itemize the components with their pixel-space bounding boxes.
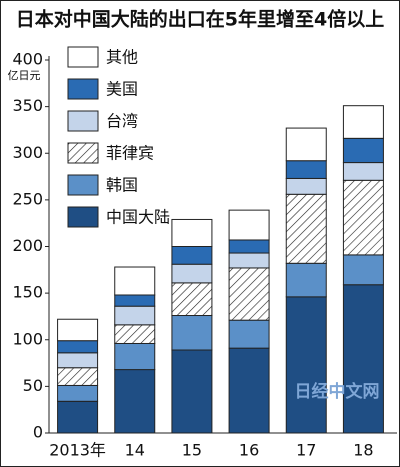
legend-swatch: [67, 78, 99, 100]
bar-segment: [342, 162, 384, 181]
bar-segment: [171, 218, 213, 248]
bar-segment: [342, 137, 384, 164]
y-tick-label: 0: [33, 423, 43, 442]
x-tick-label: 15: [182, 441, 202, 460]
x-tick-label: 2013年: [49, 441, 106, 460]
x-tick-label: 16: [239, 441, 259, 460]
bar-segment: [285, 262, 327, 298]
bar-segment: [57, 340, 99, 354]
bar-segment: [57, 352, 99, 369]
bar-segment: [114, 266, 156, 296]
bar-segment: [171, 315, 213, 351]
bar-segment: [228, 267, 270, 321]
bar-segment: [114, 305, 156, 326]
bar-segment: [285, 193, 327, 264]
bar-segment: [285, 160, 327, 179]
bar-segment: [171, 263, 213, 284]
bar-segment: [228, 239, 270, 254]
legend-label: 美国: [106, 80, 138, 99]
bar-segment: [114, 324, 156, 344]
y-tick-label: 400: [12, 50, 43, 69]
y-tick-label: 250: [12, 189, 43, 208]
bar-segment: [57, 384, 99, 402]
bar-segment: [228, 347, 270, 434]
y-tick-label: 100: [12, 329, 43, 348]
bar-segment: [114, 369, 156, 434]
x-tick-label: 18: [353, 441, 373, 460]
legend-swatch: [67, 110, 99, 132]
bar-segment: [285, 177, 327, 195]
legend-label: 菲律宾: [106, 144, 154, 163]
y-axis-label: 亿日元: [8, 69, 41, 82]
legend-label: 台湾: [106, 112, 138, 131]
bar-segment: [171, 282, 213, 317]
bar-segment: [171, 246, 213, 265]
bar-segment: [228, 209, 270, 241]
bar-segment: [285, 127, 327, 162]
y-tick-label: 150: [12, 283, 43, 302]
x-tick-label: 17: [296, 441, 316, 460]
y-tick-label: 200: [12, 236, 43, 255]
bar-segment: [57, 367, 99, 386]
legend-swatch: [67, 46, 99, 68]
bar-segment: [342, 179, 384, 256]
bar-segment: [228, 252, 270, 269]
chart-title: 日本对中国大陆的出口在5年里增至4倍以上: [16, 8, 384, 31]
bar-segment: [114, 342, 156, 371]
legend-swatch: [67, 174, 99, 196]
bar-segment: [171, 349, 213, 434]
y-tick-label: 50: [23, 376, 43, 395]
legend-swatch: [67, 206, 99, 228]
watermark: 日经中文网: [295, 381, 380, 402]
legend-label: 中国大陆: [106, 208, 170, 227]
y-tick-label: 350: [12, 96, 43, 115]
legend-swatch: [67, 142, 99, 164]
bar-segment: [285, 296, 327, 434]
y-tick-label: 300: [12, 143, 43, 162]
legend-label: 其他: [106, 48, 138, 67]
bar-segment: [57, 318, 99, 342]
bar-segment: [228, 319, 270, 349]
legend-label: 韩国: [106, 176, 138, 195]
bar-segment: [342, 254, 384, 286]
bar-segment: [57, 400, 99, 434]
bar-segment: [114, 294, 156, 307]
bar-segment: [342, 105, 384, 139]
bar-segment: [342, 284, 384, 434]
x-tick-label: 14: [125, 441, 145, 460]
